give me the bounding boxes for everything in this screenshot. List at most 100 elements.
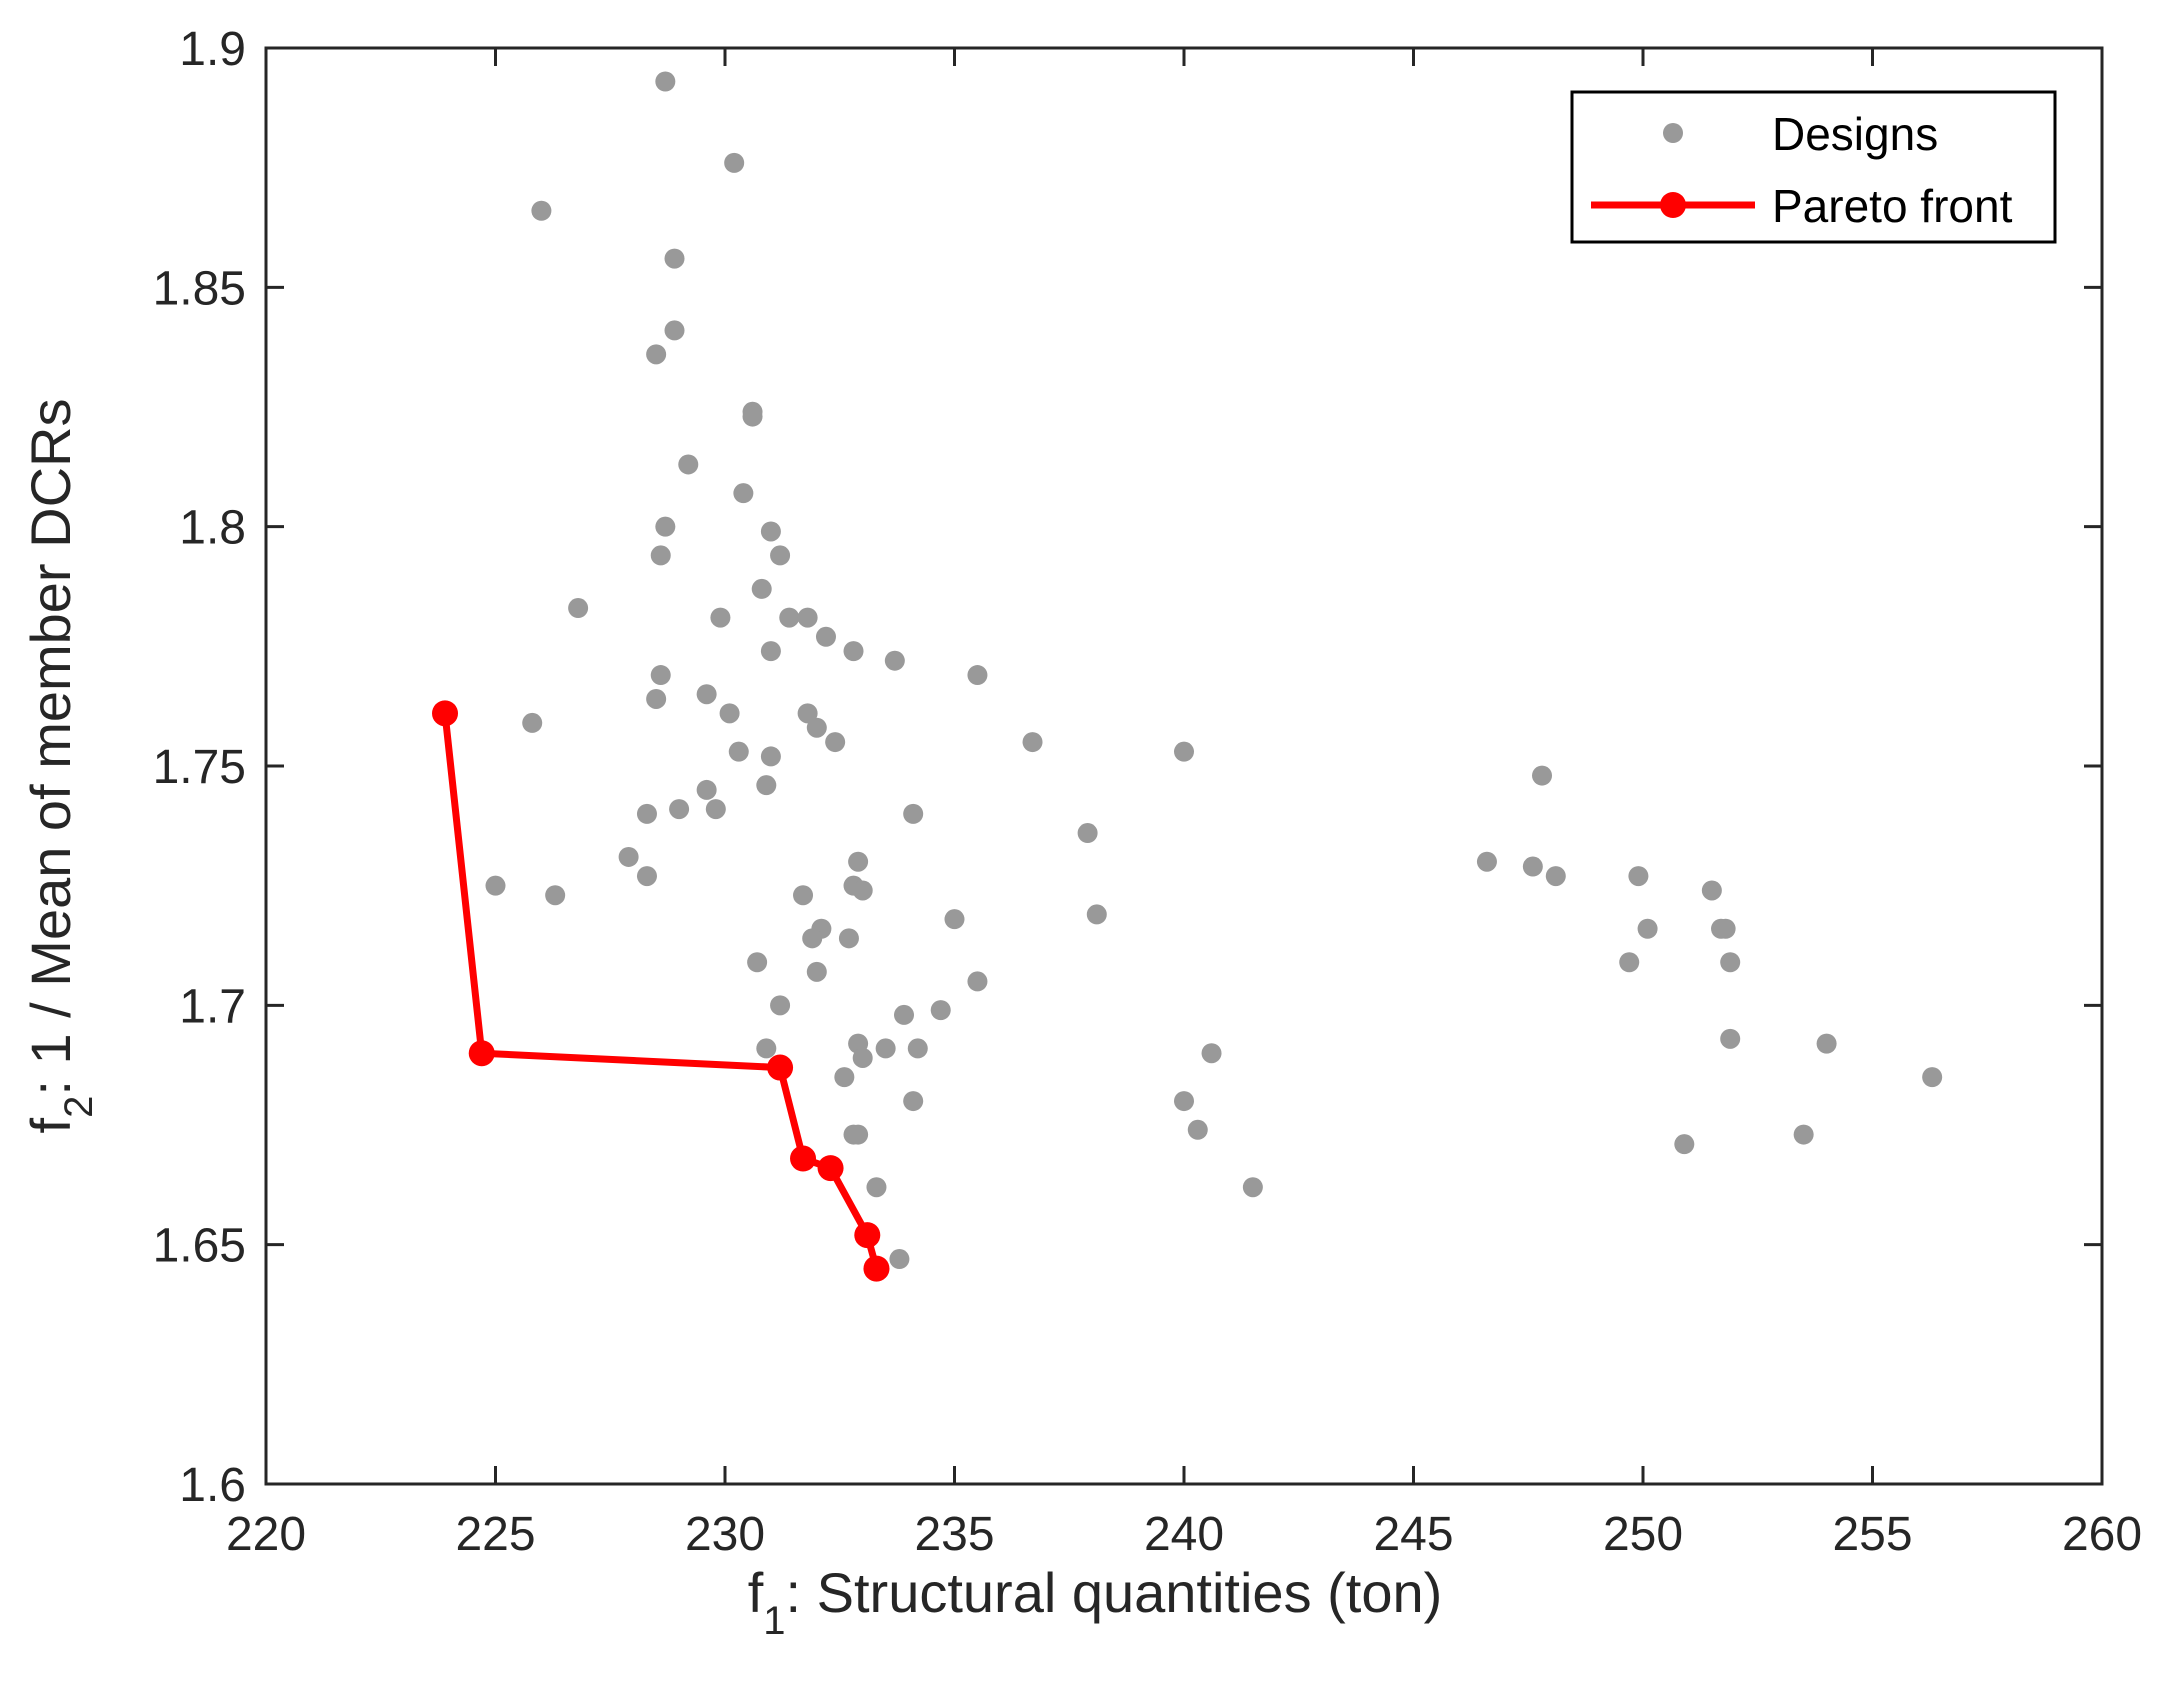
design-point xyxy=(907,1038,928,1059)
x-tick-label: 255 xyxy=(1832,1508,1912,1561)
legend-pareto-marker xyxy=(1660,192,1686,218)
design-point xyxy=(967,971,988,992)
x-tick-label: 235 xyxy=(914,1508,994,1561)
design-point xyxy=(760,641,781,662)
design-point xyxy=(852,880,873,901)
design-point xyxy=(650,665,671,686)
design-point xyxy=(834,1067,855,1088)
design-point xyxy=(568,598,589,619)
design-point xyxy=(756,775,777,796)
design-point xyxy=(669,799,690,820)
design-point xyxy=(843,1124,864,1145)
design-point xyxy=(1086,904,1107,925)
design-point xyxy=(889,1249,910,1270)
design-point xyxy=(1720,952,1741,973)
pareto-point xyxy=(468,1040,495,1067)
design-point xyxy=(770,545,791,566)
design-point xyxy=(815,626,836,647)
design-point xyxy=(760,746,781,767)
legend-pareto-label: Pareto front xyxy=(1772,180,2013,232)
plot-frame xyxy=(264,46,2104,1486)
design-point xyxy=(1545,866,1566,887)
design-point xyxy=(1793,1124,1814,1145)
design-point xyxy=(884,650,905,671)
design-point xyxy=(650,545,671,566)
x-tick-label: 240 xyxy=(1144,1508,1224,1561)
design-point xyxy=(1532,765,1553,786)
y-tick-label: 1.75 xyxy=(153,741,246,794)
legend-box xyxy=(1570,90,2057,244)
design-point xyxy=(636,866,657,887)
x-tick-label: 220 xyxy=(226,1508,306,1561)
legend-designs-marker xyxy=(1663,123,1683,143)
designs-series xyxy=(485,71,1943,1270)
design-point xyxy=(705,799,726,820)
design-point xyxy=(1720,1028,1741,1049)
x-tick-label: 225 xyxy=(455,1508,535,1561)
design-point xyxy=(742,406,763,427)
y-axis-label-prefix: f xyxy=(19,1117,82,1133)
design-point xyxy=(1628,866,1649,887)
design-point xyxy=(747,952,768,973)
y-axis-label-text: : 1 / Mean of member DCRs xyxy=(19,399,82,1096)
y-tick-label: 1.7 xyxy=(179,980,246,1033)
design-point xyxy=(848,851,869,872)
y-axis-label: f2: 1 / Mean of member DCRs xyxy=(19,399,101,1134)
x-axis-label-prefix: f xyxy=(748,1561,764,1624)
design-point xyxy=(646,688,667,709)
design-point xyxy=(852,1047,873,1068)
design-point xyxy=(664,248,685,269)
x-tick-label: 260 xyxy=(2062,1508,2142,1561)
design-point xyxy=(843,641,864,662)
design-point xyxy=(1701,880,1722,901)
plot-area xyxy=(266,48,2102,1484)
y-tick-label: 1.85 xyxy=(153,262,246,315)
y-tick-label: 1.9 xyxy=(179,23,246,76)
pareto-point xyxy=(790,1145,817,1172)
design-point xyxy=(545,885,566,906)
design-point xyxy=(806,717,827,738)
design-point xyxy=(779,607,800,628)
x-tick-label: 245 xyxy=(1373,1508,1453,1561)
design-point xyxy=(696,684,717,705)
design-point xyxy=(1922,1067,1943,1088)
pareto-front-series xyxy=(432,700,890,1282)
design-point xyxy=(751,578,772,599)
legend: Designs Pareto front xyxy=(1570,90,2057,244)
design-point xyxy=(728,741,749,762)
pareto-point xyxy=(432,700,459,727)
design-point xyxy=(710,607,731,628)
design-point xyxy=(522,712,543,733)
design-point xyxy=(696,779,717,800)
y-axis-label-subscript: 2 xyxy=(57,1096,101,1118)
design-point xyxy=(1201,1043,1222,1064)
design-point xyxy=(825,732,846,753)
design-point xyxy=(760,521,781,542)
design-point xyxy=(1715,918,1736,939)
design-point xyxy=(930,1000,951,1021)
legend-designs-label: Designs xyxy=(1772,108,1938,160)
design-point xyxy=(719,703,740,724)
design-point xyxy=(944,909,965,930)
y-tick-label: 1.65 xyxy=(153,1220,246,1273)
design-point xyxy=(485,875,506,896)
design-point xyxy=(770,995,791,1016)
design-point xyxy=(802,928,823,949)
design-point xyxy=(1816,1033,1837,1054)
design-point xyxy=(903,1091,924,1112)
design-point xyxy=(903,803,924,824)
design-point xyxy=(1637,918,1658,939)
design-point xyxy=(806,961,827,982)
design-point xyxy=(1242,1177,1263,1198)
design-point xyxy=(1674,1134,1695,1155)
pareto-point xyxy=(767,1054,794,1081)
design-point xyxy=(838,928,859,949)
design-point xyxy=(967,665,988,686)
design-point xyxy=(531,200,552,221)
design-point xyxy=(678,454,699,475)
design-point xyxy=(618,846,639,867)
pareto-point xyxy=(863,1255,890,1282)
design-point xyxy=(866,1177,887,1198)
design-point xyxy=(875,1038,896,1059)
